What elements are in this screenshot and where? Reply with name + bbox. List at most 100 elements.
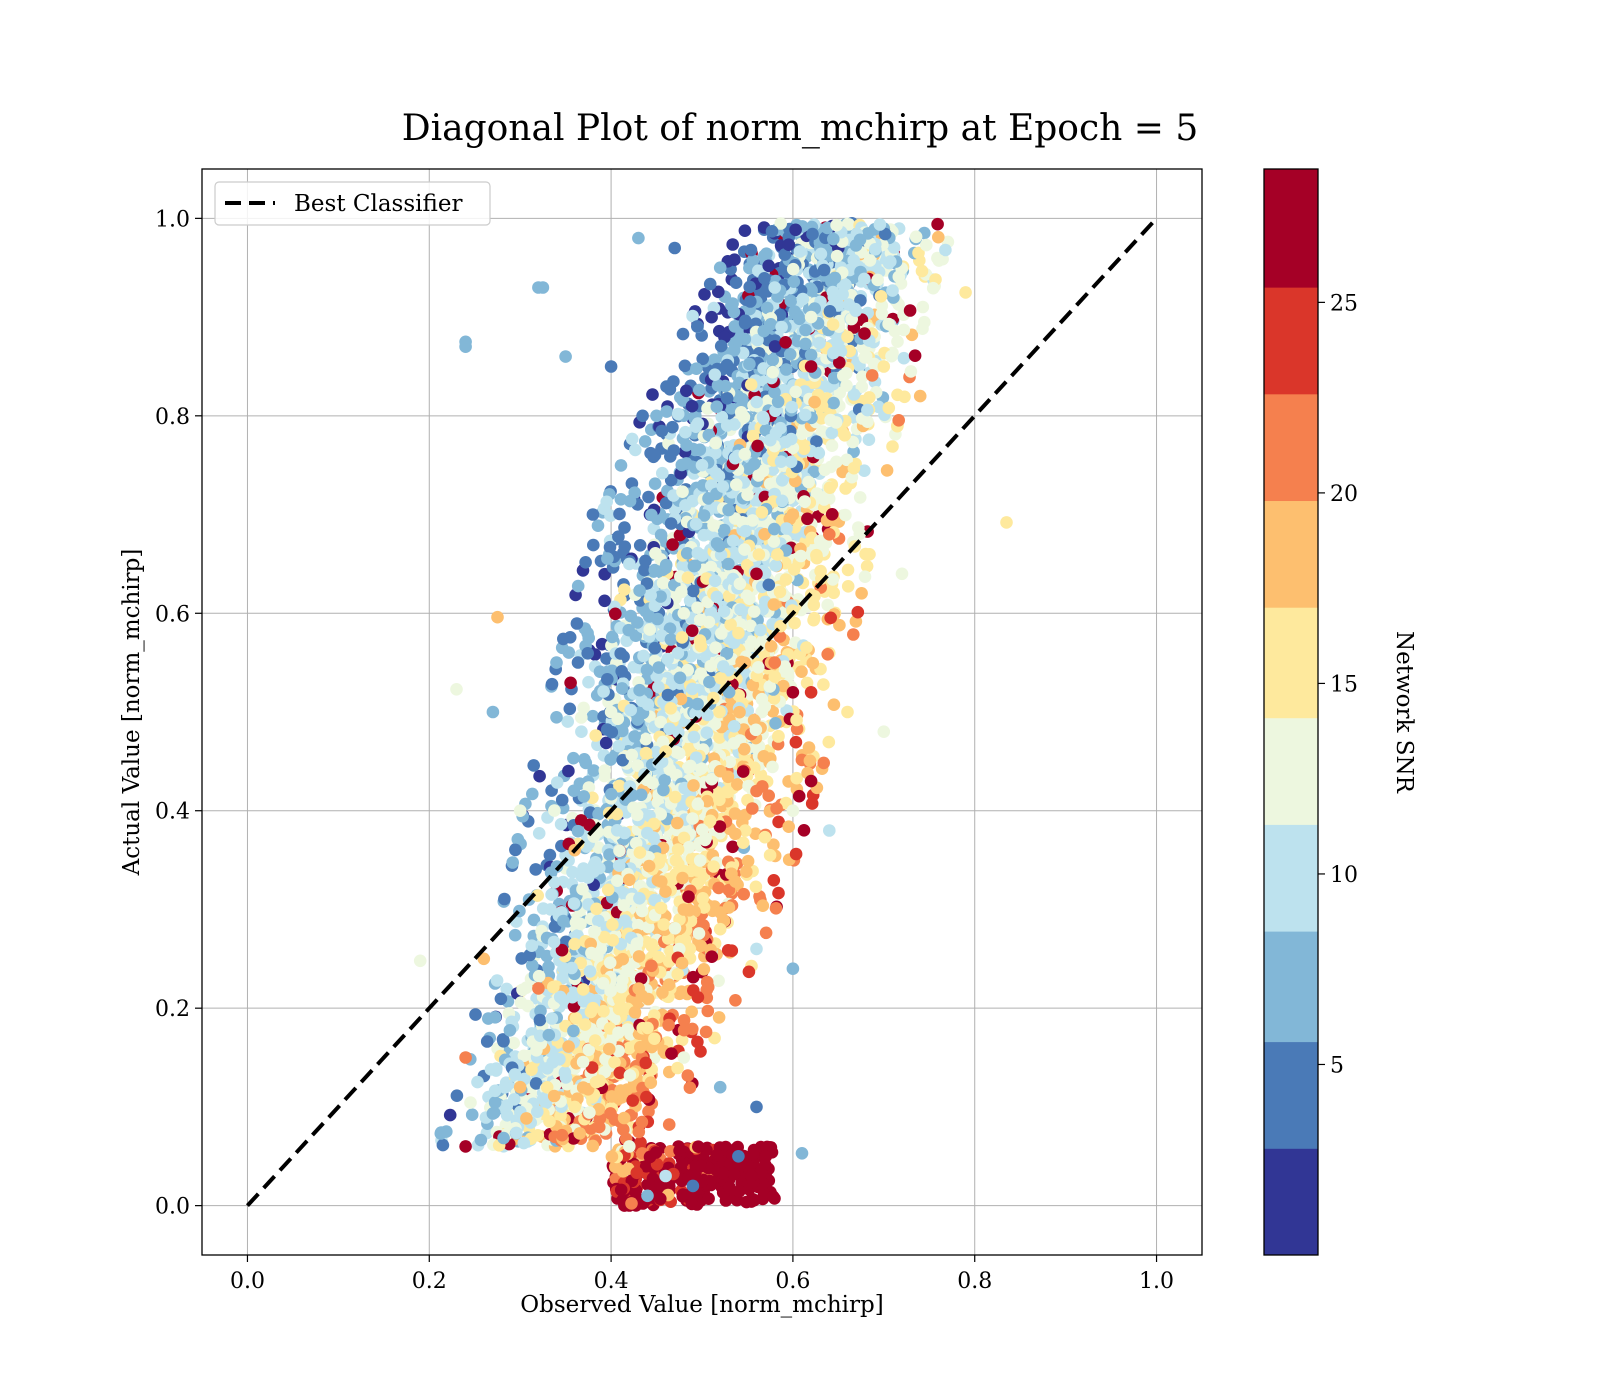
scatter-point bbox=[823, 481, 837, 495]
scatter-point bbox=[861, 403, 874, 417]
scatter-point bbox=[600, 495, 613, 509]
scatter-point bbox=[863, 391, 876, 404]
scatter-point bbox=[793, 245, 807, 258]
scatter-point bbox=[772, 729, 785, 743]
scatter-point bbox=[547, 1089, 561, 1103]
scatter-point bbox=[664, 473, 678, 487]
scatter-point bbox=[686, 309, 699, 323]
scatter-point bbox=[804, 348, 818, 362]
scatter-point bbox=[625, 748, 639, 762]
scatter-point bbox=[741, 854, 755, 868]
scatter-point bbox=[593, 1074, 606, 1088]
scatter-point bbox=[648, 477, 662, 491]
scatter-point bbox=[658, 774, 671, 787]
scatter-point bbox=[601, 673, 614, 686]
scatter-point bbox=[581, 647, 594, 660]
scatter-point bbox=[762, 789, 775, 802]
scatter-point bbox=[554, 817, 568, 831]
scatter-point bbox=[520, 1112, 533, 1125]
scatter-point bbox=[680, 384, 693, 398]
scatter-point bbox=[595, 637, 609, 651]
scatter-point bbox=[740, 865, 753, 878]
scatter-point bbox=[764, 639, 778, 653]
scatter-point bbox=[639, 746, 653, 760]
scatter-point bbox=[578, 1018, 592, 1031]
scatter-point bbox=[779, 435, 792, 449]
scatter-point bbox=[626, 1094, 639, 1107]
scatter-point bbox=[773, 585, 787, 599]
scatter-point bbox=[691, 991, 705, 1004]
scatter-point bbox=[638, 435, 652, 448]
scatter-point bbox=[533, 769, 546, 783]
scatter-point bbox=[703, 675, 716, 689]
scatter-point bbox=[749, 880, 763, 894]
scatter-point bbox=[676, 327, 690, 341]
scatter-point bbox=[577, 701, 590, 715]
scatter-point bbox=[583, 1106, 596, 1119]
scatter-point bbox=[752, 661, 765, 674]
scatter-point bbox=[692, 927, 706, 940]
scatter-point bbox=[696, 892, 710, 905]
scatter-point bbox=[510, 1126, 523, 1140]
scatter-point bbox=[817, 263, 831, 277]
scatter-point bbox=[707, 860, 720, 873]
scatter-point bbox=[558, 1066, 572, 1079]
scatter-point bbox=[705, 950, 719, 963]
scatter-point bbox=[874, 290, 888, 303]
scatter-point bbox=[494, 992, 508, 1006]
scatter-point bbox=[680, 439, 693, 452]
scatter-point bbox=[713, 793, 726, 807]
scatter-point bbox=[775, 494, 789, 508]
scatter-point bbox=[693, 854, 707, 867]
scatter-point bbox=[841, 580, 855, 593]
scatter-point bbox=[666, 420, 679, 434]
scatter-point bbox=[909, 230, 923, 244]
scatter-point bbox=[790, 771, 803, 785]
scatter-point bbox=[550, 711, 563, 724]
scatter-point bbox=[576, 882, 589, 896]
scatter-point bbox=[869, 243, 882, 256]
scatter-point bbox=[690, 362, 703, 376]
scatter-point bbox=[752, 469, 765, 482]
scatter-point bbox=[716, 480, 730, 493]
scatter-point bbox=[482, 1012, 495, 1025]
scatter-point bbox=[807, 465, 821, 479]
scatter-point bbox=[546, 1056, 559, 1069]
scatter-point bbox=[686, 494, 700, 508]
scatter-point bbox=[838, 429, 851, 442]
scatter-point bbox=[570, 617, 584, 630]
scatter-point bbox=[827, 346, 840, 360]
scatter-point bbox=[726, 238, 739, 251]
scatter-point bbox=[858, 464, 871, 478]
scatter-point bbox=[496, 1033, 510, 1046]
scatter-point bbox=[636, 409, 649, 423]
scatter-point bbox=[592, 914, 605, 928]
scatter-point bbox=[575, 711, 588, 724]
scatter-point bbox=[758, 272, 771, 285]
scatter-point bbox=[790, 722, 804, 736]
scatter-point bbox=[547, 980, 560, 994]
scatter-point bbox=[592, 807, 605, 821]
scatter-point bbox=[738, 224, 752, 237]
scatter-point bbox=[646, 388, 659, 401]
scatter-point bbox=[853, 491, 867, 504]
scatter-point bbox=[645, 938, 659, 951]
scatter-point bbox=[498, 1081, 512, 1094]
scatter-point bbox=[645, 508, 658, 522]
scatter-point bbox=[509, 843, 522, 857]
scatter-point bbox=[686, 682, 699, 696]
scatter-point bbox=[728, 807, 742, 820]
scatter-point bbox=[826, 573, 840, 586]
scatter-point bbox=[725, 402, 738, 415]
scatter-point bbox=[839, 482, 852, 495]
scatter-point bbox=[682, 890, 695, 903]
scatter-point bbox=[598, 567, 611, 581]
scatter-point bbox=[571, 656, 585, 669]
scatter-point bbox=[500, 982, 513, 996]
scatter-point bbox=[465, 1108, 479, 1121]
scatter-point bbox=[660, 380, 673, 393]
scatter-point bbox=[798, 408, 812, 422]
scatter-point bbox=[648, 1032, 661, 1045]
scatter-point bbox=[708, 368, 722, 382]
scatter-point bbox=[700, 991, 714, 1005]
